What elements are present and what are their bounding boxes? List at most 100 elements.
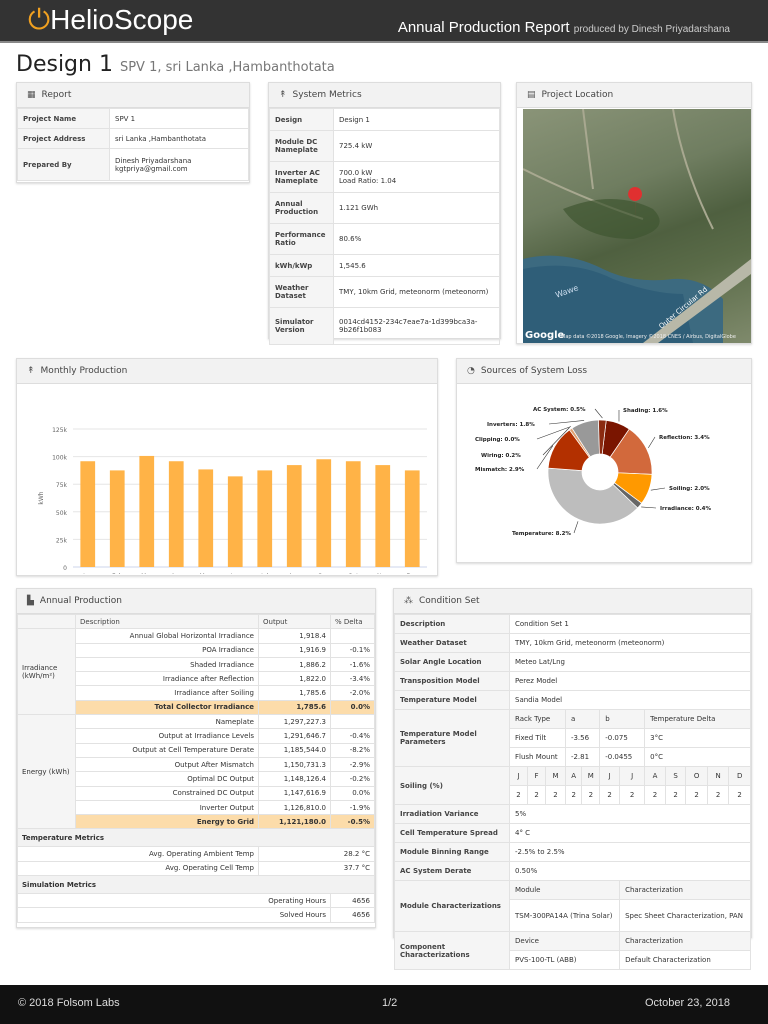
table-row: Transposition Model Perez Model [394,671,751,691]
table-row: Description Output% Delta [17,613,375,630]
leader-line [542,427,570,456]
table-cell: 0014cd4152-234c7eae7a-1d399bca3a-9b26f1b… [333,307,500,345]
system-metrics-table: Design Design 1 Module DC Nameplate 725.4 k… [269,108,500,345]
table-cell: A [644,766,666,786]
table-cell: Cell Temperature Spread [394,823,510,843]
bar [345,461,361,567]
table-cell: Condition Set 1 [509,614,751,634]
x-tick-label: May [200,573,213,574]
panel-title: Condition Set [419,596,480,606]
table-row: Simulation Metrics [17,875,375,895]
bar-chart-icon: ▙ [27,596,34,606]
table-row: Energy to Grid 1,121,180.0 -0.5% [18,814,375,830]
table-row: Description Condition Set 1 [394,614,751,634]
leader-line [573,521,579,534]
map[interactable]: Wawe Outer Circular Rd Google Map data ©… [523,109,751,343]
table-cell: Characterization [619,880,751,900]
table-cell: J [599,766,621,786]
leader-line [648,436,656,449]
table-cell: 1,148,126.4 [258,771,331,787]
bar [404,470,420,567]
table-cell: Module DC Nameplate [269,130,334,162]
table-cell: -8.2% [330,742,375,758]
table-cell: -1.9% [330,799,375,816]
panel-title: Project Location [541,90,614,100]
table-cell: Annual Global Horizontal Irradiance [75,628,259,644]
table-cell: 80.6% [333,223,500,255]
table-cell: N [706,766,730,786]
table-cell: Operating Hours [17,893,331,909]
table-cell: Irradiance (kWh/m²) [17,628,76,716]
table-cell: 2 [581,785,601,805]
x-tick-label: Dec [406,573,418,574]
table-row: Inverter AC Nameplate 700.0 kW Load Ratio… [269,161,500,193]
leader-line [548,420,585,425]
table-cell: Project Address [17,128,110,149]
table-row: Weather Dataset TMY, 10km Grid, meteonorm… [269,276,500,308]
table-row: Module Binning Range -2.5% to 2.5% [394,842,751,862]
table-cell: Inverter Output [75,799,259,816]
table-cell: 2 [619,785,646,805]
monthly-production-panel: ↟ Monthly Production 0 25k 50k 75k 100k 125k kW… [16,358,438,580]
table-cell: Output [258,613,331,630]
table-cell: Temperature Model Parameters [394,709,510,767]
panel-header: ↟ Monthly Production [17,359,437,384]
table-row: Irradiance after Reflection 1,822.0 -3.4% [18,671,375,687]
table-cell: -2.9% [330,756,375,773]
table-cell: 28.2 °C [258,846,375,862]
table-cell: Constrained DC Output [75,785,259,801]
table-cell: TMY, 10km Grid, meteonorm (meteonorm) [509,633,751,653]
table-row: Optimal DC Output 1,148,126.4 -0.2% [18,771,375,787]
table-row: kWh/kWp 1,545.6 [269,254,500,277]
panel-title: Monthly Production [40,366,128,376]
slice-label: Soiling: 2.0% [669,486,710,492]
y-tick-label: 75k [56,482,68,489]
table-cell: Annual Production [269,192,334,224]
table-cell: Shaded Irradiance [75,656,259,673]
table-cell: Temperature Model [394,690,510,710]
table-cell: -1.6% [330,656,375,673]
table-cell: 1,545.6 [333,254,500,277]
x-tick-label: Aug [288,573,300,574]
bar [257,470,273,567]
table-cell: A [564,766,583,786]
report-table: Project Name SPV 1 Project Address sri Lank… [17,108,249,181]
table-cell: Output at Irradiance Levels [75,728,259,744]
table-cell: Description [394,614,510,634]
report-title: Annual Production Report produced by Din… [398,19,730,36]
table-row: Module DC Nameplate 725.4 kW [269,130,500,162]
table-cell: 37.7 °C [258,860,375,877]
table-cell: Description [75,613,259,630]
slice-label: Temperature: 8.2% [512,531,571,537]
donut-slice [598,419,607,455]
table-row: Design Design 1 [269,108,500,131]
table-cell: Energy to Grid [75,814,259,830]
table-row: Flush Mount -2.81 -0.0455 0°C [395,747,751,767]
donut-slice [547,467,639,525]
table-cell: 1,185,544.0 [258,742,331,758]
table-cell: Temperature Metrics [17,828,375,848]
bar [198,469,214,567]
bar [168,461,184,567]
table-cell: Spec Sheet Characterization, PAN [619,899,751,932]
table-cell: 0°C [644,747,751,767]
x-tick-label: Apr [171,573,182,574]
table-cell: Weather Dataset [394,633,510,653]
table-row: Component Characterizations Device Charact… [394,931,751,970]
table-cell: -3.56 [564,728,601,748]
table-row: Total Collector Irradiance 1,785.6 0.0% [18,699,375,716]
leader-line [536,445,554,470]
table-row: Simulator Version 0014cd4152-234c7eae7a-1… [269,307,500,345]
table-cell: Design [269,108,334,131]
y-tick-label: 125k [52,427,67,434]
table-cell: 1,822.0 [258,671,331,687]
y-axis-label: kWh [38,491,45,504]
y-tick-label: 25k [56,537,68,544]
table-cell: 5% [509,804,751,824]
condition-set-panel: ⁂ Condition Set Description Condition Set … [393,588,752,970]
table-row: Solved Hours 4656 [17,907,375,923]
table-cell: 1,916.9 [258,642,331,658]
table-cell: Irradiation Variance [394,804,510,824]
table-cell: 0.50% [509,861,751,881]
annual-production-table: Description Output% Delta Irradiance (kWh/… [17,613,375,923]
